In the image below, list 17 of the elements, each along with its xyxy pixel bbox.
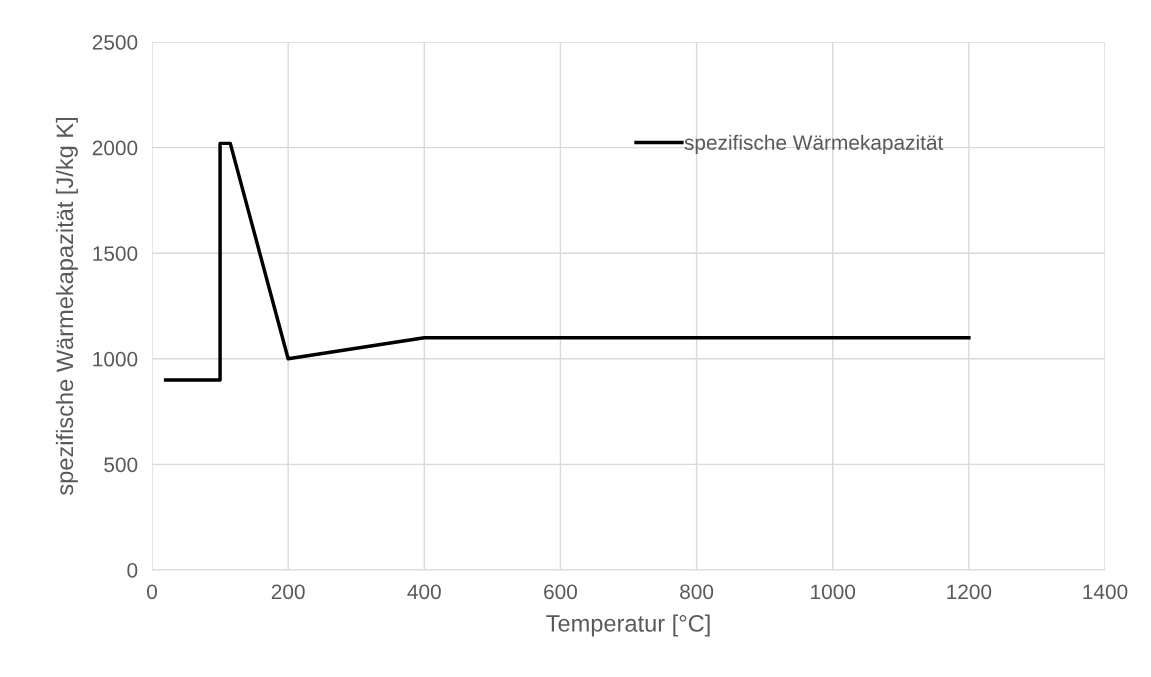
y-axis-title: spezifische Wärmekapazität [J/kg K]	[55, 118, 78, 495]
y-tick-label: 1500	[93, 246, 138, 261]
x-tick-label: 200	[271, 584, 305, 600]
x-tick-label: 1400	[1083, 584, 1128, 600]
y-tick-label: 2500	[92, 35, 138, 50]
x-tick-label: 400	[407, 584, 441, 600]
x-tick-label: 1200	[947, 584, 992, 600]
x-tick-label: 0	[147, 584, 157, 600]
x-tick-label: 1000	[811, 584, 856, 600]
y-tick-label: 0	[127, 563, 138, 578]
y-tick-label: 500	[104, 457, 138, 473]
y-tick-label: 2000	[92, 140, 138, 156]
x-tick-label: 800	[680, 584, 714, 600]
x-tick-label: 600	[544, 584, 577, 600]
legend-label: spezifische Wärmekapazität	[684, 134, 944, 155]
y-tick-label: 1000	[93, 351, 138, 367]
x-axis-title: Temperatur [°C]	[546, 614, 710, 637]
